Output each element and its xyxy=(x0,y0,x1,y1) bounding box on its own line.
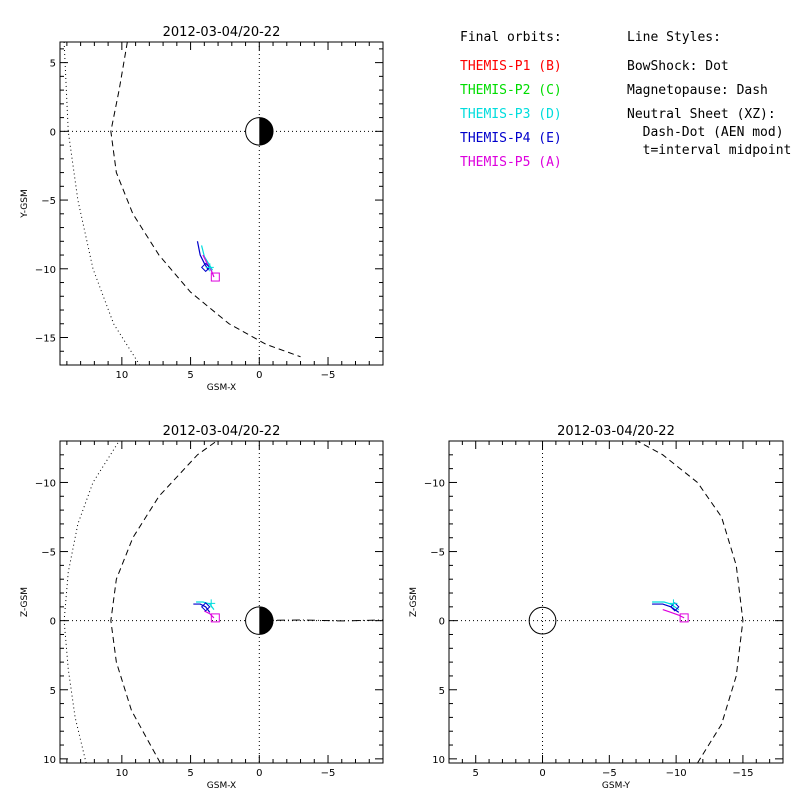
earth-night-side xyxy=(259,117,274,146)
y-tick-label: 5 xyxy=(50,59,56,70)
x-tick-label: −5 xyxy=(321,370,336,381)
marker-plus xyxy=(207,599,216,608)
panel-xy: 2012-03-04/20-22 10 5 0 −5 GSM-X 5 0 −5 −10 −15 Y-G… xyxy=(20,25,384,393)
y-tick-label: 10 xyxy=(432,755,445,766)
plot-frame xyxy=(59,41,384,366)
y-tick-label: −5 xyxy=(41,196,56,207)
orbit-line xyxy=(193,603,211,613)
panel-yz: 2012-03-04/20-22 5 0 −5 −10 −15 GSM-Y 10 5 0 −5 −10… xyxy=(409,424,784,791)
x-tick-label: 5 xyxy=(187,768,193,779)
x-tick-label: −15 xyxy=(732,768,753,779)
y-axis-label: Z-GSM xyxy=(20,587,30,617)
orbit-line xyxy=(652,603,680,613)
legend-probe-p1: THEMIS-P1 (B) xyxy=(460,59,562,74)
magnetopause-line xyxy=(110,42,301,358)
marker-square xyxy=(210,272,220,282)
legend-style-midpoint: t=interval midpoint xyxy=(627,143,791,158)
bowshock-line xyxy=(63,441,120,763)
legend-probe-p2: THEMIS-P2 (C) xyxy=(460,83,562,98)
x-tick-label: −5 xyxy=(321,768,336,779)
y-axis-label: Y-GSM xyxy=(20,189,30,218)
plot-frame xyxy=(59,440,384,764)
x-tick-label: 0 xyxy=(256,768,262,779)
magnetopause-line xyxy=(110,441,217,763)
plot-area xyxy=(449,441,783,763)
chart-title: 2012-03-04/20-22 xyxy=(163,25,281,40)
x-tick-label: 5 xyxy=(187,370,193,381)
orbit-line xyxy=(196,241,209,271)
y-tick-label: −5 xyxy=(430,548,445,559)
legend: Final orbits: THEMIS-P1 (B) THEMIS-P2 (C… xyxy=(460,30,791,170)
y-tick-label: −15 xyxy=(35,334,56,345)
orbit-line xyxy=(652,601,680,611)
y-tick-label: 0 xyxy=(439,617,445,628)
magnetopause-line xyxy=(637,441,744,763)
x-tick-label: −5 xyxy=(602,768,617,779)
y-tick-label: 0 xyxy=(50,617,56,628)
y-tick-label: −10 xyxy=(35,265,56,276)
legend-orbits-title: Final orbits: xyxy=(460,30,562,45)
earth-icon xyxy=(528,606,557,635)
x-axis-label: GSM-X xyxy=(207,781,236,791)
marker-diamond xyxy=(670,602,680,612)
orbit-line xyxy=(662,609,685,619)
x-tick-label: 5 xyxy=(473,768,479,779)
plot-area xyxy=(60,42,383,365)
bowshock-line xyxy=(63,42,141,365)
y-axis-label: Z-GSM xyxy=(409,587,419,617)
legend-style-dash-dot: Dash-Dot (AEN mod) xyxy=(627,125,784,140)
plot-area xyxy=(60,441,383,763)
y-tick-label: 5 xyxy=(50,686,56,697)
legend-styles-title: Line Styles: xyxy=(627,30,721,45)
orbit-line xyxy=(204,610,215,619)
y-tick-label: −5 xyxy=(41,548,56,559)
marker-square xyxy=(210,613,220,623)
marker-diamond xyxy=(200,602,211,612)
x-tick-label: 0 xyxy=(256,370,262,381)
chart-title: 2012-03-04/20-22 xyxy=(163,424,281,439)
marker-plus xyxy=(669,599,678,608)
chart-title: 2012-03-04/20-22 xyxy=(557,424,675,439)
legend-style-neutral-sheet: Neutral Sheet (XZ): xyxy=(627,107,776,122)
y-tick-label: 0 xyxy=(50,127,56,138)
orbit-line xyxy=(200,245,214,271)
x-tick-label: 10 xyxy=(115,370,128,381)
marker-diamond xyxy=(200,262,211,273)
earth-night-side xyxy=(259,606,274,635)
legend-style-magnetopause: Magnetopause: Dash xyxy=(627,83,768,98)
legend-style-bowshock: BowShock: Dot xyxy=(627,59,729,74)
x-tick-label: −10 xyxy=(666,768,687,779)
marker-square xyxy=(679,613,689,623)
legend-probe-p5: THEMIS-P5 (A) xyxy=(460,155,562,170)
legend-probe-p3: THEMIS-P3 (D) xyxy=(460,107,562,122)
neutral_sheet-line xyxy=(246,619,383,622)
y-tick-label: 10 xyxy=(43,755,56,766)
y-tick-label: −10 xyxy=(424,478,445,489)
x-tick-label: 10 xyxy=(115,768,128,779)
panel-xz: 2012-03-04/20-22 10 5 0 −5 GSM-X 10 5 0 −5 −10 Z-GS… xyxy=(20,424,384,791)
y-tick-label: 5 xyxy=(439,686,445,697)
x-tick-label: 0 xyxy=(539,768,545,779)
legend-probe-p4: THEMIS-P4 (E) xyxy=(460,131,562,146)
marker-plus xyxy=(205,263,214,272)
x-axis-label: GSM-Y xyxy=(602,781,631,791)
y-tick-label: −10 xyxy=(35,478,56,489)
x-axis-label: GSM-X xyxy=(207,383,236,393)
plot-frame xyxy=(448,440,784,764)
